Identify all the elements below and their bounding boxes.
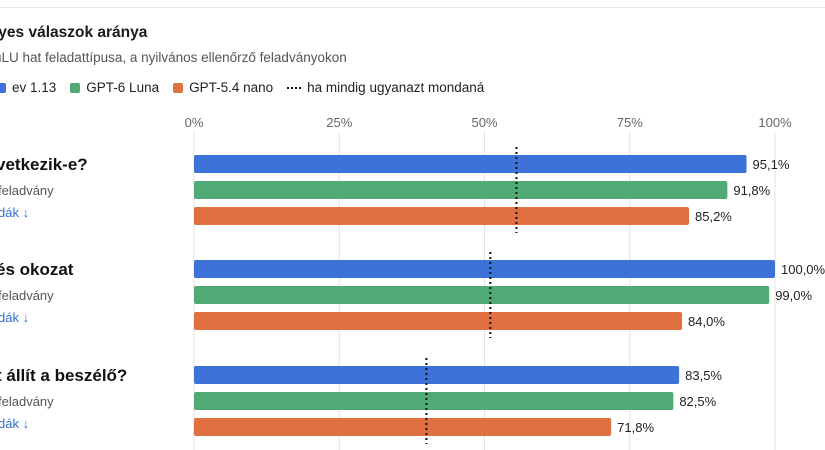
bar-g0-s0 bbox=[194, 155, 747, 173]
legend-swatch-series-1 bbox=[0, 82, 6, 93]
value-label-g1-s0: 100,0% bbox=[781, 262, 825, 277]
bar-g2-s2 bbox=[194, 418, 612, 436]
bar-g0-s1 bbox=[194, 181, 728, 199]
value-label-g2-s1: 82,5% bbox=[679, 394, 716, 409]
chart-subtitle: uLU hat feladattípusa, a nyilvános ellen… bbox=[0, 50, 347, 65]
category-count-0: feladvány bbox=[0, 183, 54, 198]
legend-item-series-2: GPT-6 Luna bbox=[70, 80, 159, 95]
category-label-0: vetkezik-e? bbox=[0, 155, 88, 174]
legend-swatch-series-2 bbox=[70, 82, 81, 93]
category-count-1: feladvány bbox=[0, 288, 54, 303]
value-label-g2-s0: 83,5% bbox=[685, 368, 722, 383]
legend-item-series-3: GPT-5.4 nano bbox=[173, 80, 273, 95]
legend-swatch-series-3 bbox=[173, 82, 184, 93]
x-tick-label-2: 50% bbox=[471, 115, 497, 130]
value-label-g2-s2: 71,8% bbox=[617, 420, 654, 435]
legend: ev 1.13 GPT-6 Luna GPT-5.4 nano ha mindi… bbox=[0, 80, 498, 95]
bar-g2-s1 bbox=[194, 392, 674, 410]
x-tick-label-0: 0% bbox=[185, 115, 204, 130]
category-label-2: t állít a beszélő? bbox=[0, 366, 127, 385]
bar-g1-s2 bbox=[194, 312, 683, 330]
legend-item-baseline: ha mindig ugyanazt mondaná bbox=[287, 80, 484, 95]
legend-label-series-3: GPT-5.4 nano bbox=[189, 80, 274, 95]
value-label-g0-s2: 85,2% bbox=[695, 209, 732, 224]
category-label-1: és okozat bbox=[0, 260, 74, 279]
category-count-2: feladvány bbox=[0, 394, 54, 409]
x-tick-label-4: 100% bbox=[758, 115, 792, 130]
legend-baseline-line bbox=[287, 86, 302, 89]
top-divider bbox=[0, 7, 825, 8]
value-label-g0-s0: 95,1% bbox=[753, 157, 790, 172]
category-link-2[interactable]: dák ↓ bbox=[0, 416, 29, 431]
legend-label-series-2: GPT-6 Luna bbox=[86, 80, 160, 95]
value-label-g1-s2: 84,0% bbox=[688, 314, 725, 329]
bar-g1-s1 bbox=[194, 286, 770, 304]
value-label-g0-s1: 91,8% bbox=[733, 183, 770, 198]
legend-label-series-1: ev 1.13 bbox=[12, 80, 57, 95]
legend-item-series-1: ev 1.13 bbox=[0, 80, 56, 95]
value-label-g1-s1: 99,0% bbox=[775, 288, 812, 303]
bar-g1-s0 bbox=[194, 260, 775, 278]
legend-label-baseline: ha mindig ugyanazt mondaná bbox=[307, 80, 485, 95]
category-link-0[interactable]: dák ↓ bbox=[0, 205, 29, 220]
bar-g0-s2 bbox=[194, 207, 690, 225]
chart-title: lyes válaszok aránya bbox=[0, 24, 148, 41]
x-tick-label-1: 25% bbox=[326, 115, 352, 130]
category-link-1[interactable]: dák ↓ bbox=[0, 310, 29, 325]
bar-g2-s0 bbox=[194, 366, 680, 384]
x-tick-label-3: 75% bbox=[617, 115, 643, 130]
